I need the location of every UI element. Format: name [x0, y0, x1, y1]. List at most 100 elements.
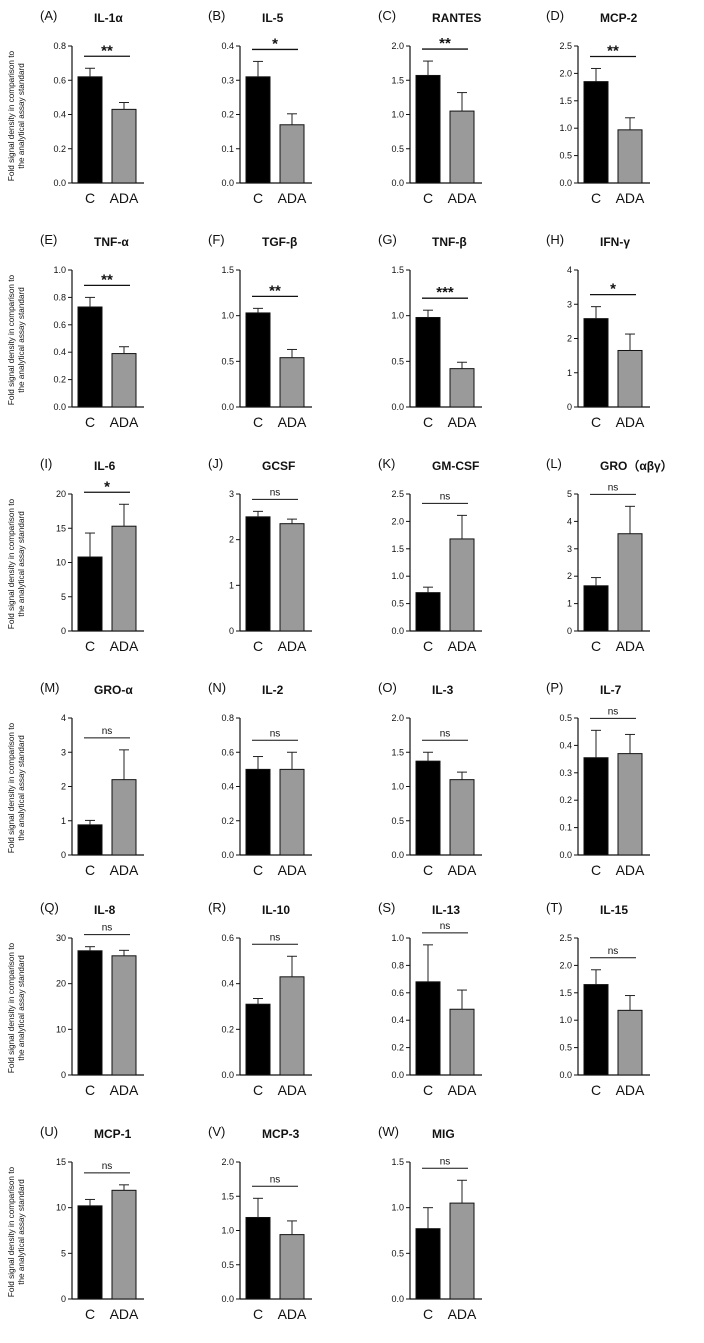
x-category-label: C: [253, 1306, 263, 1322]
y-axis-label-line2: the analytical assay standard: [17, 1179, 26, 1285]
significance-label: **: [439, 35, 451, 52]
y-tick-label: 20: [56, 979, 66, 989]
x-category-label: C: [85, 1082, 95, 1098]
x-category-label: C: [85, 1306, 95, 1322]
bar-ada: [617, 1009, 643, 1076]
chart-panel-c: (C) RANTES 0.0 0.5 1.0 1.5 2.0 C ADA **: [378, 0, 536, 222]
chart-title: TGF-β: [262, 235, 297, 249]
y-tick-label: 0.0: [559, 178, 572, 188]
chart-title: IL-1α: [94, 11, 123, 25]
panel-letter: (N): [208, 680, 226, 695]
chart-panel-u: (U) MCP-1 0 5 10 15 C ADA ns: [40, 1116, 198, 1338]
x-category-label: ADA: [278, 1306, 307, 1322]
y-tick-label: 0.6: [221, 933, 234, 943]
chart-title: IL-15: [600, 903, 628, 917]
panel-letter: (R): [208, 900, 226, 915]
y-tick-label: 1.5: [559, 988, 572, 998]
y-tick-label: 1: [567, 368, 572, 378]
chart-panel-j: (J) GCSF 0 1 2 3 C ADA ns: [208, 448, 366, 670]
bar-chart: (E) TNF-α 0.0 0.2 0.4 0.6 0.8 1.0 C ADA **: [40, 232, 144, 430]
x-category-label: ADA: [616, 862, 645, 878]
bar-chart: (Q) IL-8 0 10 20 30 C ADA ns: [40, 900, 144, 1098]
bar-c: [77, 76, 103, 184]
y-tick-label: 0.8: [391, 960, 404, 970]
y-tick-label: 1.5: [391, 747, 404, 757]
panel-letter: (L): [546, 456, 562, 471]
y-axis-label-line1: Fold signal density in comparison to: [7, 942, 16, 1073]
bar-chart: (I) IL-6 0 5 10 15 20 C ADA *: [40, 456, 144, 654]
panel-letter: (H): [546, 232, 564, 247]
x-category-label: ADA: [278, 862, 307, 878]
panel-letter: (F): [208, 232, 225, 247]
chart-title: MCP-3: [262, 1127, 300, 1141]
y-tick-label: 1.0: [559, 1015, 572, 1025]
chart-title: MIG: [432, 1127, 455, 1141]
y-tick-label: 0.0: [391, 626, 404, 636]
significance-label: ns: [270, 487, 281, 498]
bar-ada: [449, 538, 475, 632]
y-tick-label: 2.5: [391, 489, 404, 499]
panel-letter: (S): [378, 900, 395, 915]
x-category-label: ADA: [110, 190, 139, 206]
bar-chart: (L) GRO（αβγ） 0 1 2 3 4 5 C ADA ns: [546, 456, 673, 654]
y-tick-label: 0.4: [221, 979, 234, 989]
x-category-label: ADA: [110, 414, 139, 430]
chart-title: GRO-α: [94, 683, 133, 697]
chart-title: GM-CSF: [432, 459, 479, 473]
y-tick-label: 0.0: [221, 850, 234, 860]
panel-letter: (G): [378, 232, 397, 247]
x-category-label: ADA: [448, 862, 477, 878]
x-category-label: C: [423, 1082, 433, 1098]
chart-panel-a: (A) IL-1α 0.0 0.2 0.4 0.6 0.8 C ADA **: [40, 0, 198, 222]
y-tick-label: 0.4: [53, 110, 66, 120]
bar-chart: (H) IFN-γ 0 1 2 3 4 C ADA *: [546, 232, 650, 430]
y-tick-label: 1.5: [391, 75, 404, 85]
bar-chart: (N) IL-2 0.0 0.2 0.4 0.6 0.8 C ADA ns: [208, 680, 312, 878]
y-tick-label: 0.5: [559, 713, 572, 723]
bar-c: [245, 768, 271, 856]
y-tick-label: 0: [61, 850, 66, 860]
chart-panel-q: (Q) IL-8 0 10 20 30 C ADA ns: [40, 892, 198, 1114]
bar-c: [77, 556, 103, 632]
x-category-label: ADA: [110, 638, 139, 654]
chart-title: GRO（αβγ）: [600, 458, 673, 473]
panel-letter: (Q): [40, 900, 59, 915]
y-axis-label-line2: the analytical assay standard: [17, 63, 26, 169]
bar-ada: [617, 533, 643, 632]
x-category-label: ADA: [448, 1082, 477, 1098]
x-category-label: C: [591, 414, 601, 430]
bar-chart: (O) IL-3 0.0 0.5 1.0 1.5 2.0 C ADA ns: [378, 680, 482, 878]
x-category-label: ADA: [616, 638, 645, 654]
y-tick-label: 0.1: [559, 823, 572, 833]
chart-panel-w: (W) MIG 0.0 0.5 1.0 1.5 C ADA ns: [378, 1116, 536, 1338]
y-tick-label: 1.5: [221, 1191, 234, 1201]
y-tick-label: 2.0: [391, 713, 404, 723]
x-category-label: ADA: [448, 190, 477, 206]
bar-chart: (R) IL-10 0.0 0.2 0.4 0.6 C ADA ns: [208, 900, 312, 1098]
bar-ada: [111, 955, 137, 1076]
y-tick-label: 2.0: [391, 41, 404, 51]
bar-ada: [279, 1234, 305, 1300]
chart-panel-l: (L) GRO（αβγ） 0 1 2 3 4 5 C ADA ns: [546, 448, 704, 670]
panel-letter: (T): [546, 900, 563, 915]
significance-label: ns: [440, 728, 451, 739]
y-tick-label: 30: [56, 933, 66, 943]
y-tick-label: 0: [61, 1294, 66, 1304]
x-category-label: C: [591, 638, 601, 654]
chart-title: GCSF: [262, 459, 295, 473]
y-tick-label: 0.5: [221, 1260, 234, 1270]
significance-label: **: [607, 42, 619, 59]
bar-c: [77, 950, 103, 1076]
panel-letter: (U): [40, 1124, 58, 1139]
chart-title: IFN-γ: [600, 235, 630, 249]
y-tick-label: 2: [229, 535, 234, 545]
y-tick-label: 0.2: [53, 144, 66, 154]
significance-label: ns: [102, 726, 113, 737]
y-tick-label: 0.4: [221, 41, 234, 51]
y-tick-label: 0.4: [221, 782, 234, 792]
y-tick-label: 1.0: [391, 311, 404, 321]
x-category-label: ADA: [448, 638, 477, 654]
y-tick-label: 0.4: [391, 1015, 404, 1025]
x-category-label: C: [423, 1306, 433, 1322]
bar-ada: [279, 976, 305, 1076]
